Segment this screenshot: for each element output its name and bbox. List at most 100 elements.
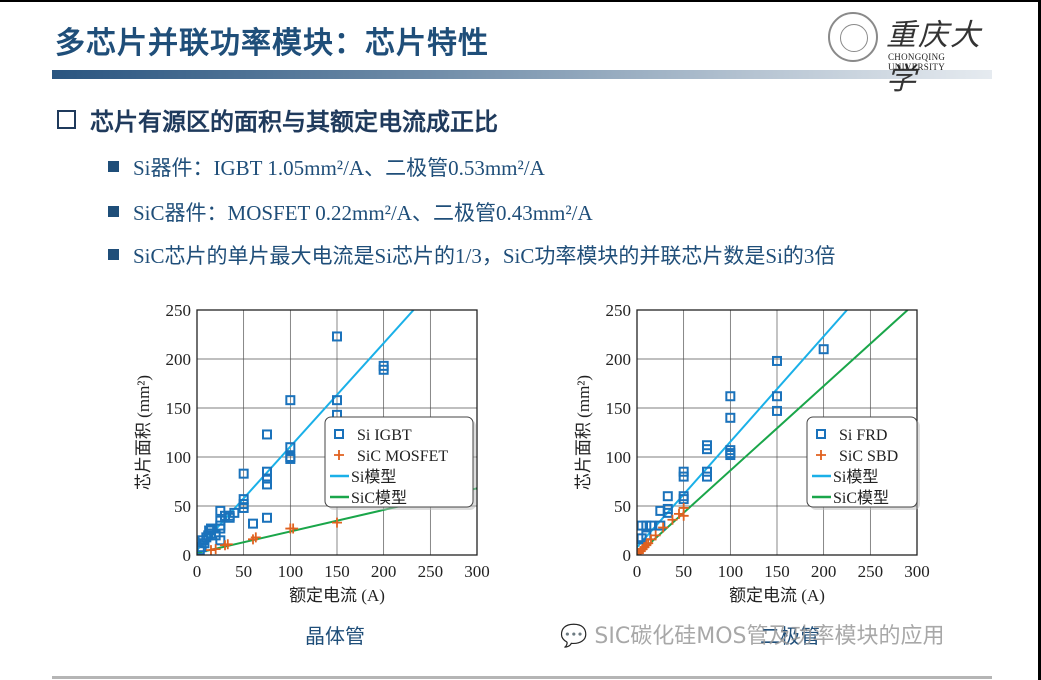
wechat-watermark: 💬 SIC碳化硅MOS管及功率模块的应用 — [560, 624, 945, 649]
legend-square-icon — [816, 429, 826, 439]
logo-chinese-name: 重庆大学 — [886, 18, 982, 97]
logo-english-name: CHONGQING UNIVERSITY — [888, 52, 946, 72]
data-point-square — [662, 507, 673, 518]
data-point-square — [662, 491, 673, 502]
chart-legend: Si FRD SiC SBD Si模型 SiC模型 — [806, 416, 920, 510]
y-tick-label: 100 — [166, 448, 192, 467]
y-tick-label: 50 — [174, 497, 191, 516]
y-tick-label: 250 — [606, 301, 632, 320]
heading-text: 芯片有源区的面积与其额定电流成正比 — [90, 108, 498, 136]
data-point-square — [238, 502, 249, 513]
data-point-square — [262, 429, 272, 440]
transistor-area-chart: 0 50 100 150 200 250 300 0 50 100 150 200 250 额定电流 (A… — [134, 301, 490, 605]
data-point-square — [262, 512, 272, 523]
legend-label: SiC模型 — [351, 489, 407, 507]
data-point-plus — [250, 532, 261, 543]
x-tick-label: 250 — [858, 562, 884, 581]
data-point-square — [772, 391, 782, 402]
data-point-square — [215, 523, 226, 534]
data-point-plus — [210, 544, 221, 555]
slide-title: 多芯片并联功率模块：芯片特性 — [55, 26, 489, 61]
legend-label: Si IGBT — [357, 427, 412, 444]
data-point-plus — [332, 517, 342, 528]
data-point-plus — [674, 508, 684, 519]
bullet-item: SiC器件：MOSFET 0.22mm²/A、二极管0.43mm²/A — [108, 197, 593, 227]
data-point-square — [262, 473, 272, 484]
x-tick-label: 0 — [633, 562, 642, 581]
caption-transistor: 晶体管 — [305, 624, 365, 648]
y-tick-label: 200 — [606, 350, 632, 369]
data-point-square — [262, 466, 272, 477]
data-point-plus — [206, 545, 216, 555]
checkbox-bullet-icon — [57, 110, 76, 129]
x-tick-label: 0 — [193, 562, 202, 581]
x-tick-label: 300 — [464, 562, 490, 581]
legend-label: Si模型 — [833, 468, 878, 486]
data-point-plus — [678, 510, 689, 521]
data-point-square — [655, 520, 666, 531]
caption-diode: 二极管 — [760, 624, 820, 648]
y-tick-label: 0 — [623, 546, 632, 565]
section-heading: 芯片有源区的面积与其额定电流成正比 — [57, 102, 498, 137]
data-point-square — [678, 471, 689, 482]
data-point-square — [285, 442, 296, 453]
square-bullet-icon — [108, 161, 119, 172]
legend-label: Si FRD — [839, 427, 887, 444]
title-gradient-bar — [52, 70, 992, 79]
data-point-square — [332, 331, 342, 342]
diode-area-chart: 0 50 100 150 200 250 300 0 50 100 150 200 250 额定电流 (A… — [574, 301, 930, 605]
legend-label: SiC MOSFET — [357, 448, 448, 465]
data-point-square — [725, 412, 736, 423]
data-point-square — [378, 364, 389, 375]
data-point-square — [702, 471, 712, 482]
data-point-square — [725, 450, 736, 461]
data-point-plus — [658, 522, 669, 533]
y-tick-label: 150 — [606, 399, 632, 418]
y-axis-label: 芯片面积 (mm²) — [134, 375, 153, 490]
university-logo: 重庆大学 CHONGQING UNIVERSITY — [828, 10, 993, 97]
footer-divider — [52, 676, 992, 679]
data-point-square — [262, 479, 272, 490]
frame-border-right — [1038, 0, 1041, 680]
frame-border-top — [0, 0, 1041, 2]
legend-square-icon — [334, 429, 344, 439]
data-point-square — [702, 444, 712, 455]
data-point-square — [772, 405, 782, 416]
data-point-square — [818, 344, 829, 355]
y-axis-label: 芯片面积 (mm²) — [574, 375, 593, 490]
data-point-plus — [288, 523, 299, 534]
bullet-item: Si器件：IGBT 1.05mm²/A、二极管0.53mm²/A — [108, 152, 545, 182]
data-point-square — [332, 395, 342, 406]
y-tick-label: 0 — [183, 546, 192, 565]
square-bullet-icon — [108, 206, 119, 217]
wechat-icon: 💬 — [560, 624, 588, 649]
legend-label: Si模型 — [351, 468, 396, 486]
x-tick-label: 100 — [718, 562, 744, 581]
university-seal-icon — [828, 12, 878, 62]
y-tick-label: 150 — [166, 399, 192, 418]
data-point-square — [285, 453, 296, 464]
bullet-item: SiC芯片的单片最大电流是Si芯片的1/3，SiC功率模块的并联芯片数是Si的3… — [108, 240, 835, 270]
x-tick-label: 150 — [764, 562, 790, 581]
data-point-square — [725, 391, 736, 402]
x-tick-label: 150 — [324, 562, 350, 581]
data-point-square — [285, 395, 296, 406]
y-tick-label: 100 — [606, 448, 632, 467]
x-tick-label: 300 — [904, 562, 930, 581]
data-point-square — [772, 355, 782, 366]
x-tick-label: 200 — [371, 562, 397, 581]
data-point-square — [646, 520, 656, 531]
x-axis-label: 额定电流 (A) — [729, 586, 825, 605]
data-point-square — [229, 507, 240, 518]
legend-plus-icon — [816, 450, 826, 460]
chart-legend: Si IGBT SiC MOSFET Si模型 SiC模型 — [324, 416, 476, 510]
data-point-plus — [222, 539, 233, 550]
y-tick-label: 200 — [166, 350, 192, 369]
data-point-plus — [641, 540, 652, 551]
square-bullet-icon — [108, 249, 119, 260]
plot-area: 0 50 100 150 200 250 300 0 50 100 150 200 250 额定电流 (A… — [134, 301, 490, 605]
y-tick-label: 250 — [166, 301, 192, 320]
data-point-square — [238, 468, 249, 479]
x-tick-label: 50 — [675, 562, 692, 581]
data-point-plus — [650, 530, 661, 541]
